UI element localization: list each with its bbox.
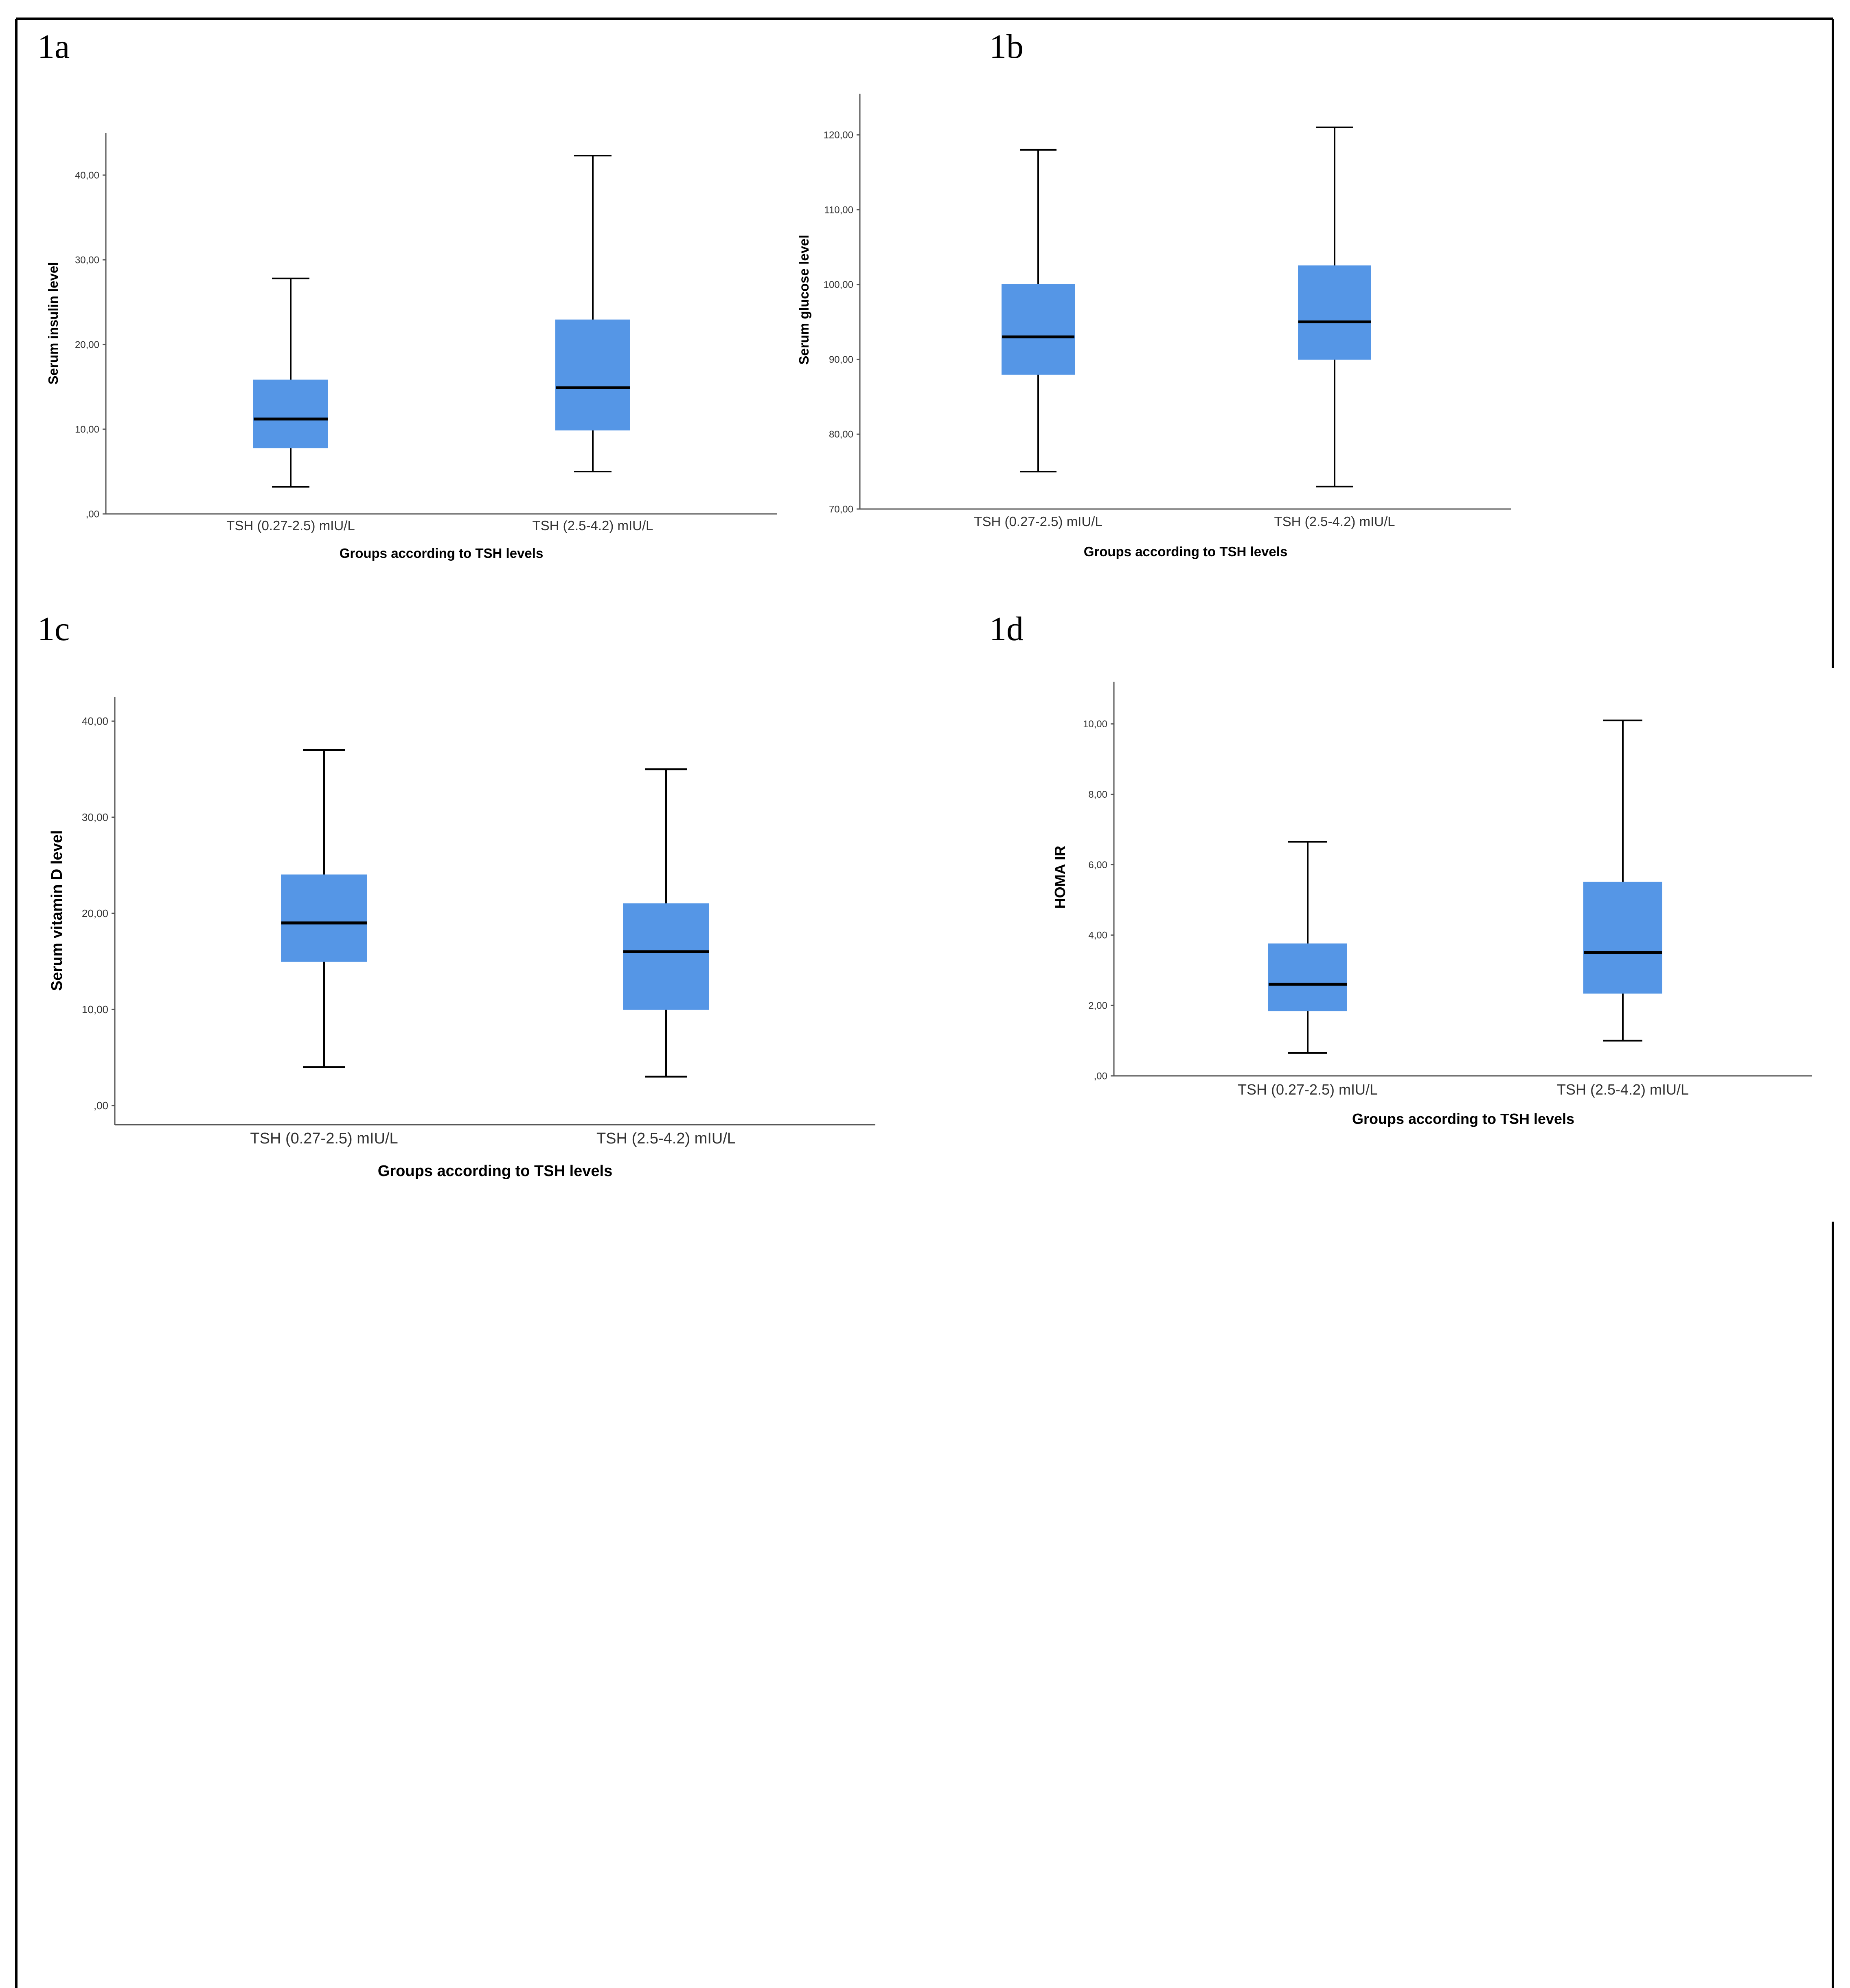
- y-tick-label: 110,00: [824, 204, 853, 215]
- y-tick-label: 4,00: [1088, 930, 1107, 941]
- chart-panel-1b: 70,00 80,00 90,00 100,00 110,00 120,00 Serum g…: [796, 94, 1511, 559]
- x-axis-title: Groups according to TSH levels: [1352, 1110, 1574, 1127]
- x-axis-title: Groups according to TSH levels: [1084, 544, 1288, 559]
- y-tick-label: 100,00: [824, 279, 853, 290]
- box-iqr: [623, 903, 709, 1010]
- y-tick-label: ,00: [1094, 1071, 1107, 1082]
- box-iqr: [1298, 265, 1371, 360]
- y-axis-title: HOMA IR: [1052, 846, 1068, 909]
- y-axis-title: Serum glucose level: [796, 235, 811, 364]
- panel-label-1b: 1b: [989, 28, 1024, 66]
- chart-panel-1c: ,00 10,00 20,00 30,00 40,00 Serum vitamin D l…: [48, 697, 875, 1180]
- y-tick-label: 20,00: [82, 907, 108, 919]
- y-tick-label: 10,00: [75, 424, 99, 435]
- y-tick-label: 30,00: [75, 255, 99, 266]
- category-label: TSH (2.5-4.2) mIU/L: [1274, 514, 1395, 529]
- y-tick-label: 70,00: [829, 504, 853, 515]
- y-axis-title: Serum insulin level: [46, 262, 61, 385]
- chart-panel-1a: ,00 10,00 20,00 30,00 40,00 Serum insulin lev…: [46, 133, 777, 561]
- y-tick-label: 30,00: [82, 811, 108, 823]
- panel-label-1c: 1c: [37, 610, 70, 648]
- box-iqr: [1268, 943, 1347, 1012]
- category-label: TSH (2.5-4.2) mIU/L: [1557, 1081, 1689, 1098]
- category-label: TSH (0.27-2.5) mIU/L: [1238, 1081, 1378, 1098]
- box-iqr: [1002, 284, 1075, 375]
- category-label: TSH (2.5-4.2) mIU/L: [596, 1130, 736, 1147]
- y-tick-label: 8,00: [1088, 789, 1107, 800]
- y-tick-label: 80,00: [829, 429, 853, 440]
- x-axis-title: Groups according to TSH levels: [340, 546, 544, 561]
- category-label: TSH (0.27-2.5) mIU/L: [974, 514, 1102, 529]
- y-tick-label: 10,00: [1083, 719, 1107, 730]
- box-iqr: [281, 874, 367, 962]
- box-iqr: [555, 319, 630, 431]
- box-iqr: [1583, 882, 1662, 994]
- category-label: TSH (2.5-4.2) mIU/L: [532, 518, 653, 533]
- y-tick-label: ,00: [86, 509, 99, 520]
- x-axis-title: Groups according to TSH levels: [378, 1163, 612, 1180]
- panel-label-1d: 1d: [989, 610, 1024, 648]
- category-label: TSH (0.27-2.5) mIU/L: [226, 518, 355, 533]
- chart-panel-1d: ,00 2,00 4,00 6,00 8,00 10,00 HOMA IR Groups ac…: [1052, 682, 1812, 1127]
- category-label: TSH (0.27-2.5) mIU/L: [250, 1130, 398, 1147]
- y-tick-label: 40,00: [75, 170, 99, 181]
- y-tick-label: 20,00: [75, 339, 99, 350]
- y-tick-label: ,00: [94, 1099, 108, 1112]
- y-tick-label: 6,00: [1088, 860, 1107, 871]
- y-axis-title: Serum vitamin D level: [48, 830, 66, 991]
- y-tick-label: 90,00: [829, 354, 853, 365]
- y-tick-label: 120,00: [824, 129, 853, 140]
- panel-label-1a: 1a: [37, 28, 70, 66]
- y-tick-label: 2,00: [1088, 1001, 1107, 1012]
- y-tick-label: 10,00: [82, 1003, 108, 1016]
- box-iqr: [253, 380, 328, 448]
- y-tick-label: 40,00: [82, 715, 108, 727]
